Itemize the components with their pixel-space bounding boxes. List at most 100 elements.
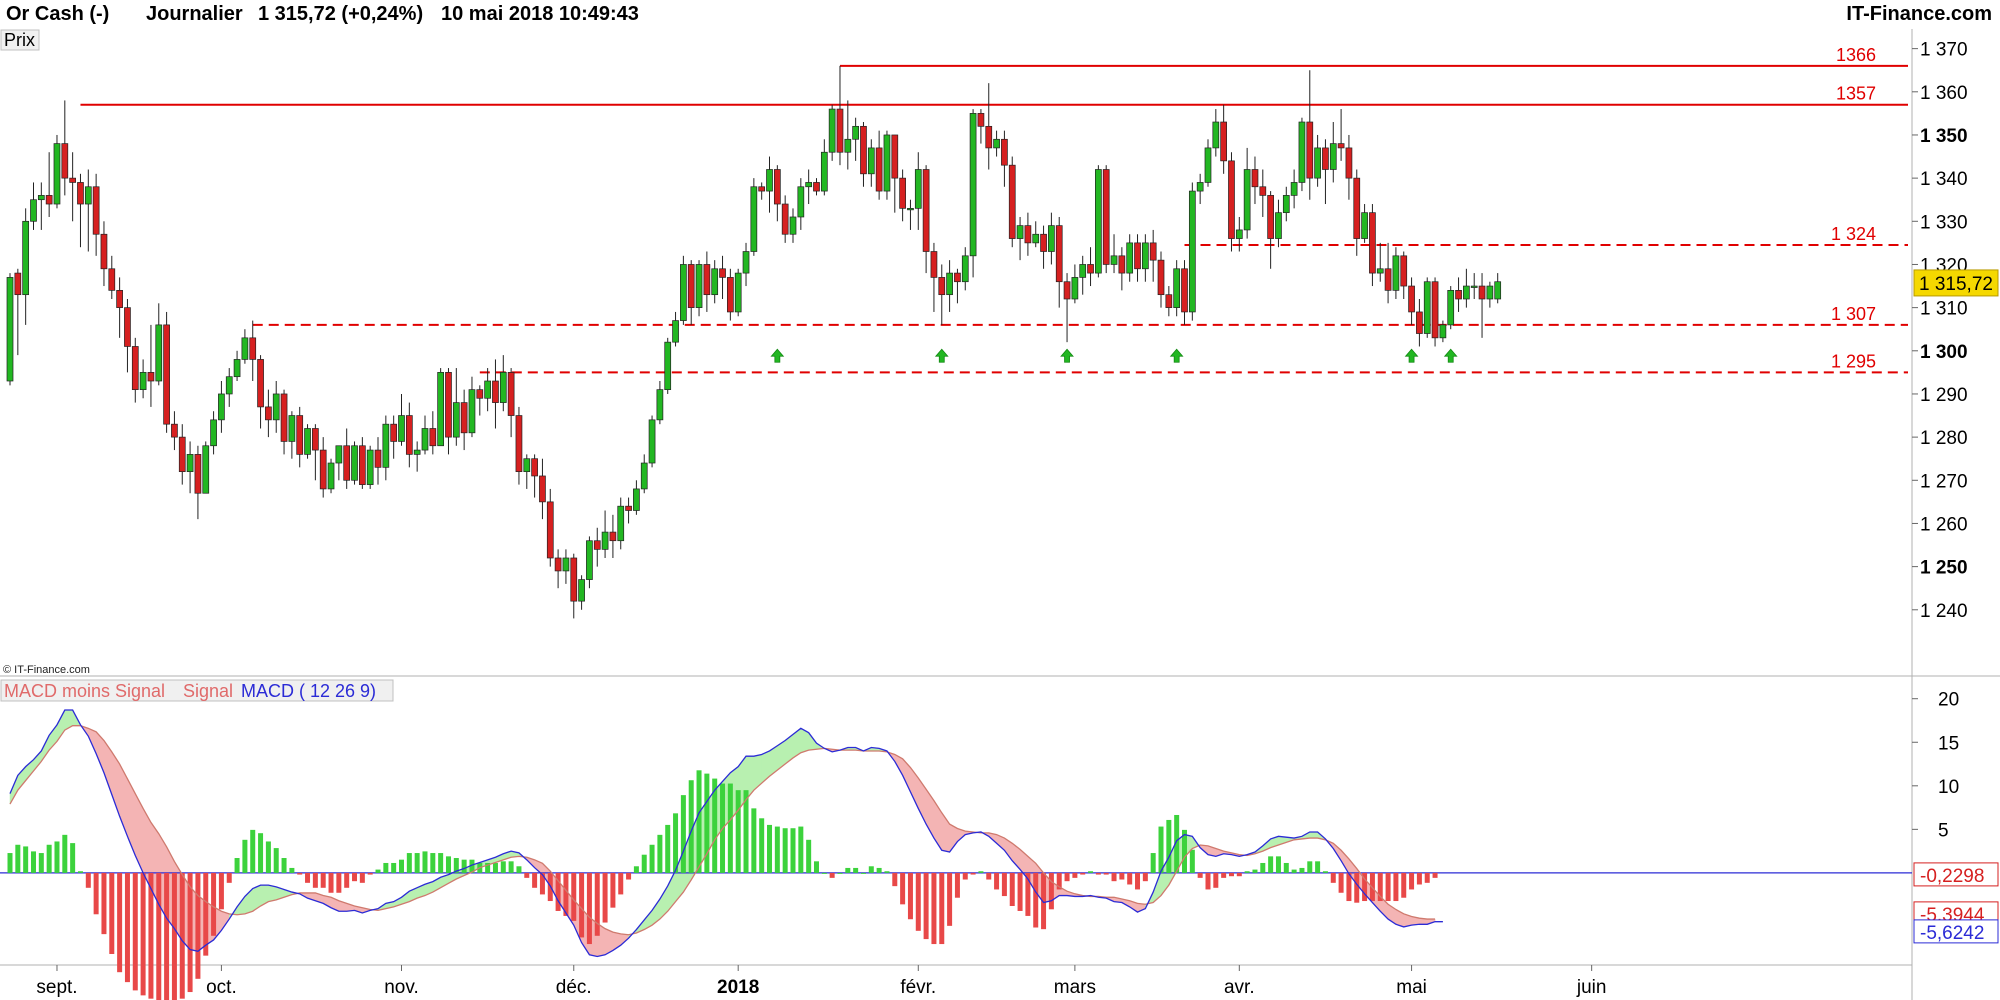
- macd-hist-bar-145: [1142, 872, 1148, 882]
- chart-canvas: 1366 1357 1 324 1 307 1 295 1 370 1 360 1 350 1…: [0, 29, 2000, 1000]
- candle-body-97: [766, 169, 773, 192]
- candle-body-29: [233, 359, 241, 378]
- macd-hist-bar-7: [62, 834, 68, 873]
- candle-body-68: [539, 475, 546, 503]
- macd-hist-bar-50: [399, 859, 404, 873]
- candle-body-23: [186, 454, 194, 473]
- candle-body-101: [797, 186, 805, 218]
- candle-156: [1228, 152, 1235, 252]
- macd-hist-bar-81: [641, 854, 647, 873]
- candle-body-88: [695, 264, 703, 308]
- macd-hist-bar-131: [1033, 872, 1039, 928]
- macd-hist-bar-100: [790, 828, 796, 873]
- signal-line: [9, 725, 1436, 936]
- candle-body-137: [1079, 264, 1087, 278]
- macd-hist-bar-25: [203, 872, 209, 956]
- candle-170: [1337, 109, 1345, 161]
- candle-body-3: [30, 199, 37, 222]
- candle-42: [335, 445, 343, 481]
- candle-112: [883, 130, 891, 200]
- candle-body-46: [366, 449, 374, 485]
- macd-hist-bar-34: [273, 848, 279, 873]
- candle-56: [445, 368, 452, 455]
- macd-hist-bar-135: [1064, 872, 1070, 882]
- candle-183: [1439, 320, 1447, 343]
- candle-100: [789, 208, 797, 243]
- macd-hist-bar-144: [1135, 872, 1141, 890]
- candle-4: [37, 182, 45, 230]
- candle-body-90: [711, 268, 719, 296]
- macd-hist-bar-48: [383, 862, 389, 873]
- candle-13: [108, 255, 116, 299]
- candle-body-148: [1165, 294, 1173, 308]
- level-label-2: 1 324: [1831, 224, 1876, 244]
- candle-body-130: [1024, 225, 1032, 244]
- price-tick-label-1: 1 360: [1920, 83, 1968, 104]
- candle-87: [687, 260, 695, 325]
- macd-hist-bar-57: [453, 858, 459, 873]
- macd-hist-bar-71: [563, 872, 569, 916]
- candle-body-51: [405, 415, 413, 455]
- macd-hist-bar-52: [414, 853, 420, 873]
- macd-hist-bar-111: [876, 867, 882, 873]
- candle-body-6: [53, 143, 61, 205]
- candle-96: [758, 182, 766, 200]
- candle-body-118: [930, 251, 938, 278]
- macd-value-box-0: [1913, 862, 1999, 887]
- candle-body-129: [1016, 225, 1024, 239]
- candle-body-0: [6, 277, 14, 382]
- candle-145: [1141, 234, 1149, 282]
- macd-hist-bar-116: [915, 872, 921, 931]
- candle-24: [194, 445, 202, 520]
- macd-hist-bar-94: [743, 790, 749, 873]
- candle-6: [53, 134, 61, 209]
- candle-58: [460, 389, 468, 451]
- candle-body-174: [1369, 212, 1376, 274]
- candle-30: [241, 329, 249, 364]
- macd-hist-bar-67: [532, 872, 538, 888]
- candle-body-159: [1251, 169, 1259, 188]
- macd-hist-bar-84: [665, 824, 671, 873]
- candle-body-126: [993, 138, 1000, 149]
- macd-hist-bar-85: [673, 813, 679, 873]
- candle-body-13: [108, 268, 116, 291]
- macd-band-166: [1309, 831, 1318, 839]
- macd-hist-bar-140: [1103, 872, 1109, 875]
- candle-body-53: [421, 428, 429, 451]
- price-tick-label-6: 1 310: [1920, 299, 1968, 320]
- macd-tick-label-1: 15: [1938, 733, 1959, 754]
- candle-body-177: [1392, 255, 1400, 291]
- candle-body-128: [1008, 164, 1016, 239]
- macd-hist-bar-151: [1189, 849, 1195, 873]
- macd-hist-bar-17: [140, 872, 146, 996]
- candle-27: [218, 381, 225, 433]
- candle-body-66: [523, 458, 531, 473]
- candle-17: [139, 359, 147, 399]
- candle-body-151: [1188, 190, 1196, 313]
- macd-hist-bar-176: [1385, 872, 1391, 902]
- candle-190: [1494, 273, 1502, 304]
- level-label-1: 1357: [1836, 84, 1876, 104]
- candle-body-61: [484, 380, 491, 399]
- macd-hist-bar-181: [1424, 872, 1430, 883]
- macd-hist-bar-146: [1150, 853, 1156, 873]
- macd-hist-bar-20: [164, 872, 170, 1000]
- candle-153: [1204, 139, 1212, 187]
- macd-hist-bar-122: [962, 872, 968, 880]
- macd-hist-bar-36: [289, 867, 295, 873]
- candle-119: [938, 264, 946, 325]
- macd-hist-bar-159: [1252, 869, 1258, 873]
- candle-body-136: [1071, 277, 1079, 300]
- macd-hist-bar-120: [947, 872, 953, 926]
- candle-163: [1282, 186, 1290, 222]
- macd-hist-bar-130: [1025, 872, 1031, 916]
- candle-57: [452, 368, 460, 446]
- time-tick-label-9: juin: [1576, 977, 1607, 998]
- candle-body-71: [562, 557, 570, 572]
- candle-127: [1001, 130, 1008, 187]
- candle-body-104: [820, 151, 828, 192]
- candle-body-108: [852, 125, 859, 140]
- candle-body-79: [625, 505, 632, 511]
- candle-body-119: [938, 277, 946, 296]
- macd-hist-bar-128: [1009, 872, 1015, 906]
